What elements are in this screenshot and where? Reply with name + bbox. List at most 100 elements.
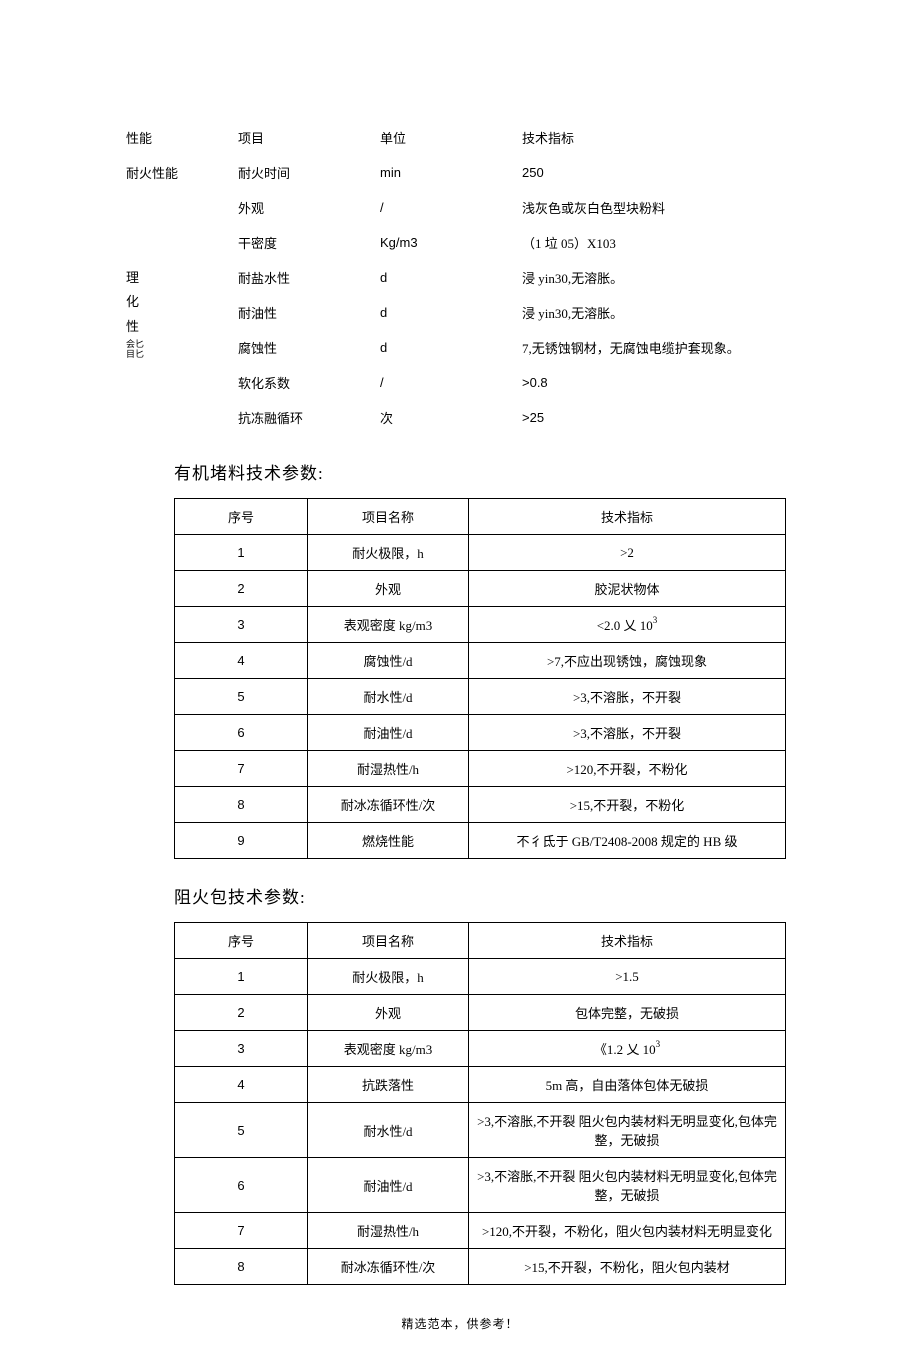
cell-item-6: 抗冻融循环 xyxy=(232,400,374,435)
s3-row-2: 3表观密度 kg/m3《1.2 乂 103 xyxy=(175,1031,786,1067)
s2-row-7: 8耐冰冻循环性/次>15,不开裂，不粉化 xyxy=(175,787,786,823)
s3-row-5: 6耐油性/d>3,不溶胀,不开裂 阻火包内装材料无明显变化,包体完整，无破损 xyxy=(175,1158,786,1213)
s2-spec-5: >3,不溶胀，不开裂 xyxy=(469,715,786,751)
phychem-small-b: 目匕 xyxy=(126,350,226,360)
section3-table: 序号 项目名称 技术指标 1耐火极限，h>1.52外观包体完整，无破损3表观密度… xyxy=(174,922,786,1285)
s2-no-2: 3 xyxy=(175,607,308,643)
s3-row-1: 2外观包体完整，无破损 xyxy=(175,995,786,1031)
s2-name-5: 耐油性/d xyxy=(308,715,469,751)
s2-header-row: 序号 项目名称 技术指标 xyxy=(175,499,786,535)
s2-spec-7: >15,不开裂，不粉化 xyxy=(469,787,786,823)
cell-item-4: 腐蚀性 xyxy=(232,330,374,365)
s3-no-3: 4 xyxy=(175,1067,308,1103)
s3-spec-2: 《1.2 乂 103 xyxy=(469,1031,786,1067)
cell-spec-2: 浸 yin30,无溶胀。 xyxy=(516,260,800,295)
s2-name-8: 燃烧性能 xyxy=(308,823,469,859)
s2-no-1: 2 xyxy=(175,571,308,607)
s2-name-0: 耐火极限，h xyxy=(308,535,469,571)
cell-unit-5: / xyxy=(374,365,516,400)
s2-row-3: 4腐蚀性/d>7,不应出现锈蚀，腐蚀现象 xyxy=(175,643,786,679)
s2-h-name: 项目名称 xyxy=(308,499,469,535)
cell-unit-min: min xyxy=(374,155,516,190)
s2-no-6: 7 xyxy=(175,751,308,787)
s2-no-3: 4 xyxy=(175,643,308,679)
top-h-spec: 技术指标 xyxy=(516,120,800,155)
cell-spec-250: 250 xyxy=(516,155,800,190)
s3-no-6: 7 xyxy=(175,1213,308,1249)
s2-name-3: 腐蚀性/d xyxy=(308,643,469,679)
s3-row-0: 1耐火极限，h>1.5 xyxy=(175,959,786,995)
s3-no-1: 2 xyxy=(175,995,308,1031)
s3-row-4: 5耐水性/d>3,不溶胀,不开裂 阻火包内装材料无明显变化,包体完整，无破损 xyxy=(175,1103,786,1158)
s2-spec-8: 不彳氐于 GB/T2408-2008 规定的 HB 级 xyxy=(469,823,786,859)
s3-row-6: 7耐湿热性/h>120,不开裂，不粉化，阻火包内装材料无明显变化 xyxy=(175,1213,786,1249)
s3-spec-5: >3,不溶胀,不开裂 阻火包内装材料无明显变化,包体完整，无破损 xyxy=(469,1158,786,1213)
s3-spec-1: 包体完整，无破损 xyxy=(469,995,786,1031)
s2-no-4: 5 xyxy=(175,679,308,715)
s3-name-2: 表观密度 kg/m3 xyxy=(308,1031,469,1067)
s3-spec-0: >1.5 xyxy=(469,959,786,995)
s3-name-1: 外观 xyxy=(308,995,469,1031)
top-row-fire: 耐火性能 耐火时间 min 250 xyxy=(120,155,800,190)
s3-name-7: 耐冰冻循环性/次 xyxy=(308,1249,469,1285)
s2-row-2: 3表观密度 kg/m3<2.0 乂 103 xyxy=(175,607,786,643)
cell-unit-1: Kg/m3 xyxy=(374,225,516,260)
s2-no-8: 9 xyxy=(175,823,308,859)
s3-spec-6: >120,不开裂，不粉化，阻火包内装材料无明显变化 xyxy=(469,1213,786,1249)
cell-perf-fire: 耐火性能 xyxy=(120,155,232,190)
s2-row-6: 7耐湿热性/h>120,不开裂，不粉化 xyxy=(175,751,786,787)
s2-h-no: 序号 xyxy=(175,499,308,535)
s2-row-5: 6耐油性/d>3,不溶胀，不开裂 xyxy=(175,715,786,751)
phychem-line-1: 化 xyxy=(126,294,139,309)
section2-title: 有机堵料技术参数: xyxy=(174,459,800,484)
s2-name-1: 外观 xyxy=(308,571,469,607)
s2-spec-0: >2 xyxy=(469,535,786,571)
s2-spec-2: <2.0 乂 103 xyxy=(469,607,786,643)
cell-unit-4: d xyxy=(374,330,516,365)
cell-item-5: 软化系数 xyxy=(232,365,374,400)
cell-item-firetime: 耐火时间 xyxy=(232,155,374,190)
phychem-line-0: 理 xyxy=(126,270,139,285)
s3-h-spec: 技术指标 xyxy=(469,923,786,959)
top-h-unit: 单位 xyxy=(374,120,516,155)
s3-name-6: 耐湿热性/h xyxy=(308,1213,469,1249)
s3-no-4: 5 xyxy=(175,1103,308,1158)
s3-header-row: 序号 项目名称 技术指标 xyxy=(175,923,786,959)
s3-no-0: 1 xyxy=(175,959,308,995)
cell-spec-5: >0.8 xyxy=(516,365,800,400)
cell-item-0: 外观 xyxy=(232,190,374,225)
s2-spec-4: >3,不溶胀，不开裂 xyxy=(469,679,786,715)
cell-unit-2: d xyxy=(374,260,516,295)
s3-h-no: 序号 xyxy=(175,923,308,959)
s3-name-0: 耐火极限，h xyxy=(308,959,469,995)
s3-h-name: 项目名称 xyxy=(308,923,469,959)
cell-item-1: 干密度 xyxy=(232,225,374,260)
s2-name-4: 耐水性/d xyxy=(308,679,469,715)
s3-name-4: 耐水性/d xyxy=(308,1103,469,1158)
cell-item-2: 耐盐水性 xyxy=(232,260,374,295)
s2-spec-3: >7,不应出现锈蚀，腐蚀现象 xyxy=(469,643,786,679)
s2-no-5: 6 xyxy=(175,715,308,751)
cell-perf-phychem: 理 化 性 会匕 目匕 xyxy=(120,190,232,435)
phychem-line-2: 性 xyxy=(126,319,139,334)
s2-row-0: 1耐火极限，h>2 xyxy=(175,535,786,571)
s2-name-7: 耐冰冻循环性/次 xyxy=(308,787,469,823)
s3-name-3: 抗跌落性 xyxy=(308,1067,469,1103)
s2-row-4: 5耐水性/d>3,不溶胀，不开裂 xyxy=(175,679,786,715)
top-header-row: 性能 项目 单位 技术指标 xyxy=(120,120,800,155)
cell-spec-0: 浅灰色或灰白色型块粉料 xyxy=(516,190,800,225)
cell-unit-3: d xyxy=(374,295,516,330)
s2-spec-1: 胶泥状物体 xyxy=(469,571,786,607)
s3-row-3: 4抗跌落性5m 高，自由落体包体无破损 xyxy=(175,1067,786,1103)
cell-unit-0: / xyxy=(374,190,516,225)
s3-no-5: 6 xyxy=(175,1158,308,1213)
top-spec-table: 性能 项目 单位 技术指标 耐火性能 耐火时间 min 250 理 化 性 会匕… xyxy=(120,120,800,435)
s2-row-8: 9燃烧性能不彳氐于 GB/T2408-2008 规定的 HB 级 xyxy=(175,823,786,859)
top-h-perf: 性能 xyxy=(120,120,232,155)
page-footer: 精选范本，供参考！ xyxy=(120,1315,800,1332)
top-row-0: 理 化 性 会匕 目匕 外观 / 浅灰色或灰白色型块粉料 xyxy=(120,190,800,225)
s2-spec-6: >120,不开裂，不粉化 xyxy=(469,751,786,787)
s3-spec-7: >15,不开裂，不粉化，阻火包内装材 xyxy=(469,1249,786,1285)
s2-h-spec: 技术指标 xyxy=(469,499,786,535)
s3-no-2: 3 xyxy=(175,1031,308,1067)
